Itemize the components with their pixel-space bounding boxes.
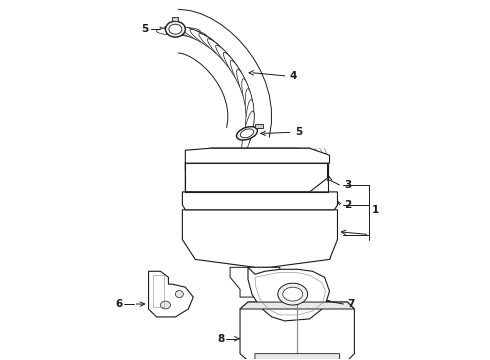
Ellipse shape: [278, 283, 308, 305]
Ellipse shape: [175, 291, 183, 298]
Ellipse shape: [166, 21, 185, 37]
Ellipse shape: [172, 26, 214, 42]
Polygon shape: [182, 210, 338, 267]
Ellipse shape: [237, 127, 257, 140]
Ellipse shape: [216, 45, 244, 80]
Ellipse shape: [181, 27, 220, 48]
Text: 4: 4: [290, 71, 297, 81]
Text: 1: 1: [372, 205, 380, 215]
Ellipse shape: [190, 30, 226, 55]
Polygon shape: [148, 271, 193, 317]
Ellipse shape: [199, 33, 233, 63]
Ellipse shape: [161, 301, 171, 309]
Ellipse shape: [242, 111, 254, 154]
Polygon shape: [185, 148, 329, 163]
Polygon shape: [185, 148, 327, 192]
Ellipse shape: [245, 89, 254, 132]
Polygon shape: [255, 125, 263, 129]
Text: 6: 6: [116, 299, 122, 309]
Ellipse shape: [230, 60, 251, 100]
Polygon shape: [172, 17, 178, 21]
Ellipse shape: [223, 52, 248, 89]
Text: 5: 5: [294, 127, 302, 138]
Ellipse shape: [169, 24, 182, 34]
Ellipse shape: [283, 287, 303, 301]
Polygon shape: [240, 302, 354, 360]
Ellipse shape: [237, 69, 253, 110]
Ellipse shape: [164, 26, 207, 38]
Polygon shape: [255, 354, 340, 360]
Polygon shape: [248, 267, 329, 321]
Text: 7: 7: [347, 299, 355, 309]
Ellipse shape: [242, 78, 254, 121]
Ellipse shape: [245, 100, 254, 143]
Text: 5: 5: [141, 24, 148, 34]
Text: 3: 3: [344, 180, 352, 190]
Ellipse shape: [156, 27, 200, 35]
Polygon shape: [185, 148, 324, 170]
Polygon shape: [230, 267, 280, 297]
Text: 8: 8: [218, 334, 225, 344]
Polygon shape: [240, 302, 354, 309]
Ellipse shape: [240, 129, 254, 138]
Text: 2: 2: [344, 200, 352, 210]
Ellipse shape: [207, 39, 238, 71]
Polygon shape: [182, 192, 338, 210]
